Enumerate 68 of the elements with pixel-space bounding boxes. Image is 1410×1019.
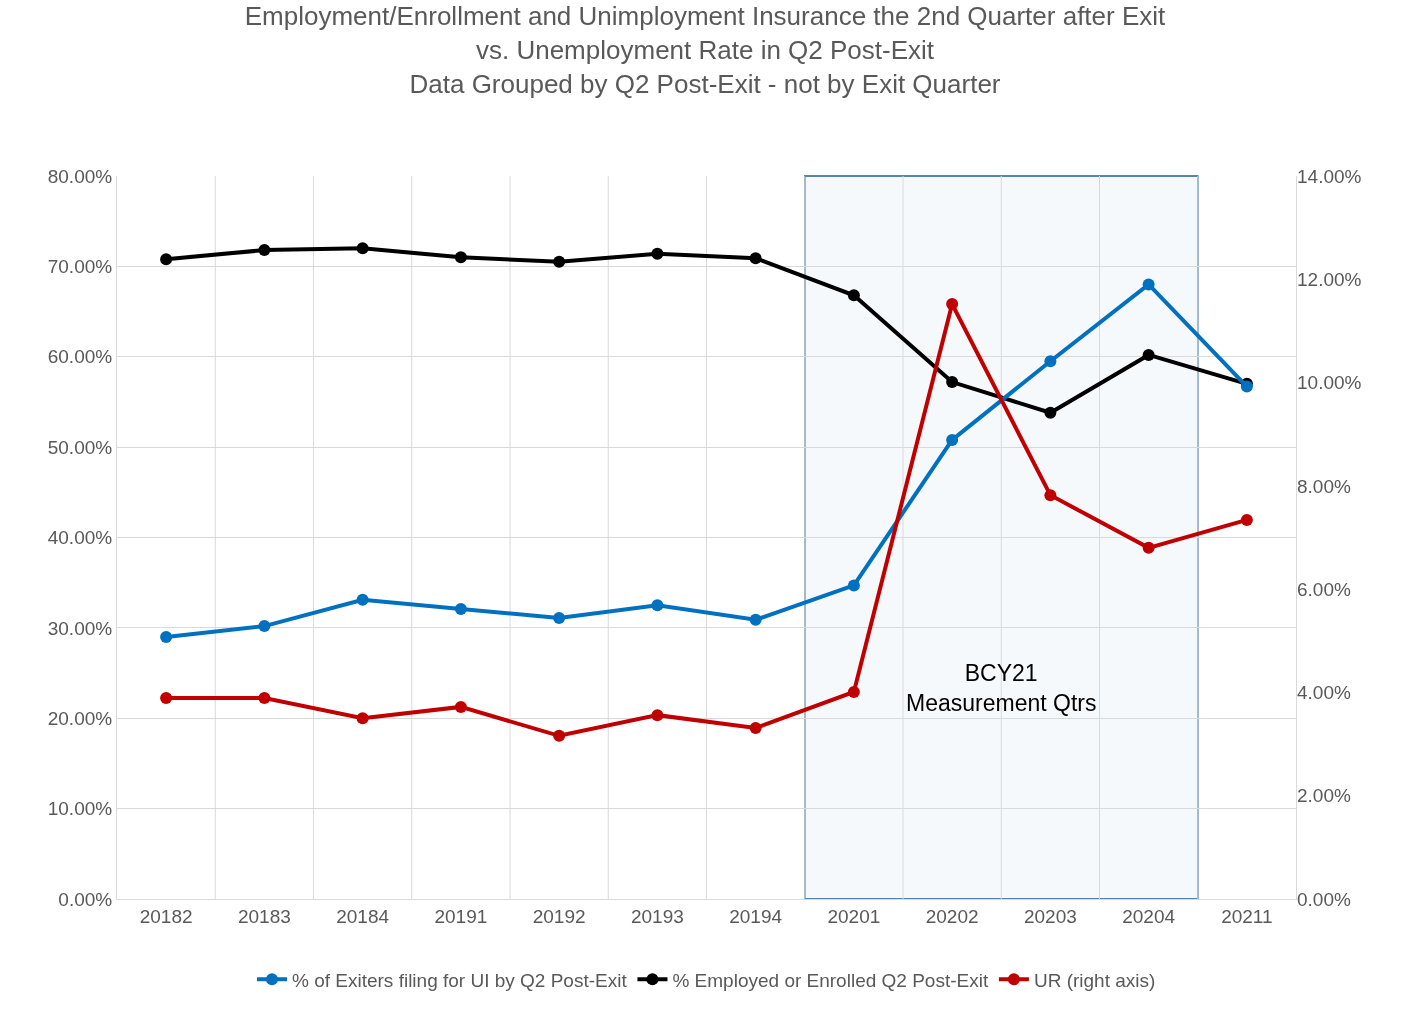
legend-label: UR (right axis) (1033, 969, 1156, 991)
point (946, 433, 959, 446)
y2-tick-label: 12.00% (1297, 268, 1362, 290)
point (553, 729, 566, 742)
y2-tick-label: 14.00% (1297, 165, 1362, 187)
y2-tick-label: 6.00% (1297, 578, 1351, 600)
y2-tick-label: 0.00% (1297, 888, 1351, 910)
x-tick-label: 20184 (336, 905, 390, 927)
point (553, 255, 566, 268)
point (258, 244, 271, 257)
point (749, 722, 762, 735)
point (651, 599, 664, 612)
chart-title: Employment/Enrollment and Unimployment Insurance the 2nd Quarter after Exit vs. Unemployment Rate in Q2 Post-Exit Data Grouped by Q2 Post-Exit - not by Exit Quarter (244, 1, 1167, 100)
y-tick-label: 50.00% (47, 436, 113, 458)
point (1044, 355, 1057, 368)
point (356, 712, 369, 725)
x-tick-label: 20192 (532, 905, 586, 927)
point (847, 685, 860, 698)
point (160, 630, 173, 643)
x-tick-label: 20183 (237, 905, 291, 927)
x-tick-label: 20191 (434, 905, 488, 927)
point (454, 251, 467, 264)
y-tick-label: 0.00% (58, 888, 113, 910)
point (160, 692, 173, 705)
point (1044, 489, 1057, 502)
y2-tick-label: 8.00% (1297, 475, 1351, 497)
point (651, 709, 664, 722)
x-tick-label: 20202 (925, 905, 979, 927)
point (946, 376, 959, 389)
x-tick-label: 20201 (827, 905, 881, 927)
y-tick-label: 80.00% (47, 165, 113, 187)
point (1142, 541, 1155, 554)
y2-tick-label: 10.00% (1297, 372, 1362, 394)
x-tick-label: 20194 (729, 905, 783, 927)
point (454, 602, 467, 615)
legend-label: % Employed or Enrolled Q2 Post-Exit (672, 969, 989, 991)
x-tick-label: 20211 (1221, 905, 1273, 927)
point (356, 593, 369, 606)
y-tick-label: 40.00% (47, 527, 113, 549)
y-tick-label: 60.00% (47, 346, 113, 368)
point (553, 611, 566, 624)
point (454, 700, 467, 713)
point (258, 692, 271, 705)
y-tick-label: 30.00% (47, 617, 113, 639)
point (1142, 278, 1155, 291)
legend-label: % of Exiters filing for UI by Q2 Post-Exit (292, 969, 628, 991)
y-tick-label: 20.00% (47, 707, 113, 729)
y2-tick-label: 2.00% (1297, 785, 1351, 807)
point (946, 298, 959, 311)
y-tick-label: 10.00% (47, 798, 113, 820)
x-tick-label: 20182 (139, 905, 193, 927)
point (651, 247, 664, 260)
point (1044, 406, 1057, 419)
point (1142, 348, 1155, 361)
y2-tick-label: 4.00% (1297, 682, 1351, 704)
x-tick-label: 20193 (630, 905, 684, 927)
point (847, 289, 860, 302)
point (749, 613, 762, 626)
band-label: BCY21 Measurement Qtrs (906, 660, 1097, 716)
point (356, 242, 369, 255)
point (1240, 513, 1253, 526)
y-tick-label: 70.00% (47, 256, 113, 278)
point (749, 252, 762, 265)
point (160, 253, 173, 266)
point (847, 579, 860, 592)
x-tick-label: 20204 (1122, 905, 1176, 927)
point (258, 620, 271, 633)
x-tick-label: 20203 (1023, 905, 1077, 927)
